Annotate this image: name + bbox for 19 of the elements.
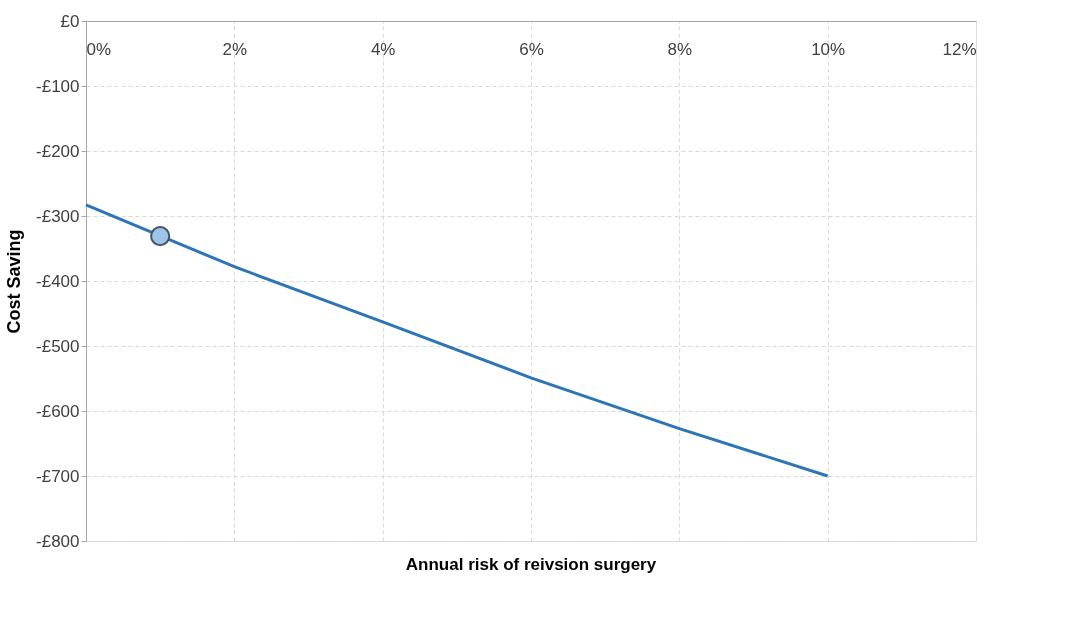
y-tick-label: -£400	[36, 271, 80, 291]
x-tick-label: 12%	[942, 39, 977, 59]
x-tick-label: 4%	[370, 39, 396, 59]
y-tick-label: -£500	[36, 336, 80, 356]
y-tick-label: -£300	[36, 206, 80, 226]
y-tick-label: -£600	[36, 401, 80, 421]
y-tick-label: -£200	[36, 141, 80, 161]
x-tick-label: 2%	[222, 39, 248, 59]
x-tick-label: 10%	[811, 39, 846, 59]
y-tick-label: -£700	[36, 466, 80, 486]
x-tick-label: 8%	[667, 39, 693, 59]
y-tick-label: -£800	[36, 531, 80, 551]
x-tick-label: 6%	[519, 39, 544, 59]
y-axis-title: Cost Saving	[4, 229, 25, 334]
x-axis-title: Annual risk of reivsion surgery	[405, 555, 657, 574]
x-tick-label: 0%	[86, 39, 112, 59]
y-tick-label: -£100	[36, 76, 80, 96]
y-tick-label: £0	[60, 11, 80, 31]
line-series	[84, 203, 830, 478]
